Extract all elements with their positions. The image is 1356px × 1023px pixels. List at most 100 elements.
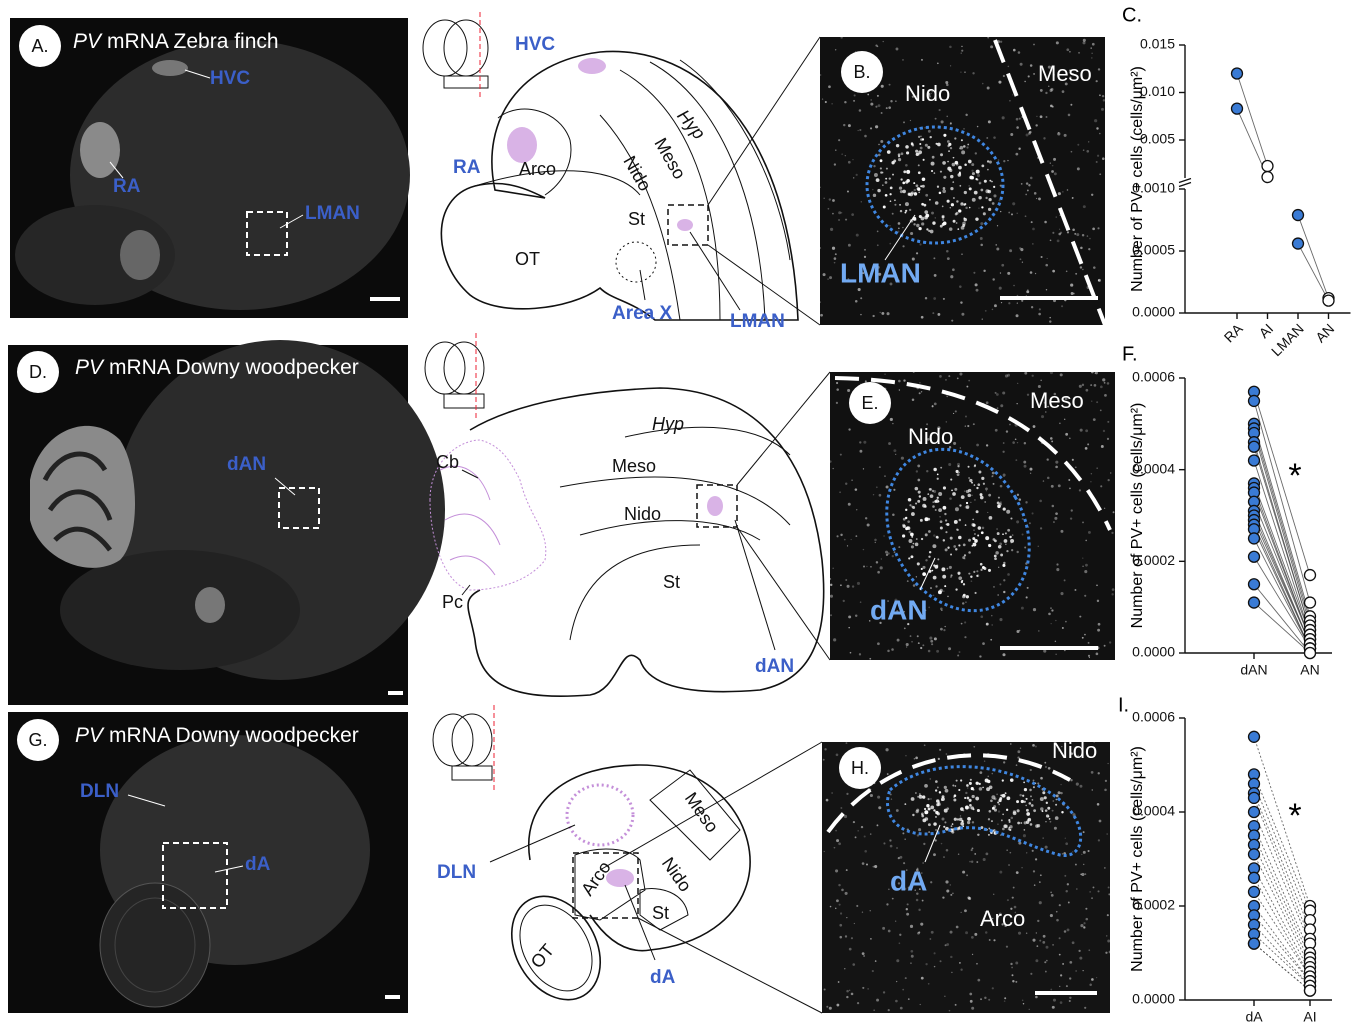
speckle — [1097, 803, 1100, 806]
speckle — [890, 100, 892, 102]
speckle — [909, 504, 911, 506]
gene: PV — [75, 724, 105, 747]
speckle — [911, 797, 915, 801]
speckle — [877, 231, 879, 233]
speckle — [838, 884, 840, 886]
speckle — [870, 99, 871, 100]
speckle — [905, 755, 906, 756]
speckle — [967, 494, 971, 498]
nucleus-hvc — [152, 60, 188, 76]
speckle — [870, 794, 873, 797]
speckle — [905, 164, 908, 167]
speckle — [950, 187, 953, 190]
speckle — [1069, 1000, 1071, 1002]
speckle — [1008, 302, 1010, 304]
speckle — [942, 219, 944, 221]
speckle — [1065, 842, 1068, 845]
x-tick-label: AI — [1256, 320, 1277, 341]
speckle — [935, 816, 937, 818]
speckle — [946, 396, 947, 397]
panel-b: B. Nido Meso LMAN — [819, 36, 1105, 325]
speckle — [917, 500, 920, 503]
speckle — [946, 890, 949, 893]
region-label: LMAN — [730, 311, 785, 332]
speckle — [942, 223, 945, 226]
pair-line — [1254, 868, 1310, 971]
speckle — [878, 144, 879, 145]
speckle — [1108, 893, 1110, 895]
speckle — [993, 586, 995, 588]
speckle — [1111, 593, 1113, 595]
speckle — [894, 551, 896, 553]
region-label: RA — [453, 157, 481, 178]
speckle — [977, 483, 980, 486]
region-label: St — [628, 209, 645, 229]
speckle — [996, 528, 997, 529]
speckle — [1059, 954, 1061, 956]
speckle — [1104, 508, 1105, 509]
pair-line — [1254, 854, 1310, 967]
speckle — [1009, 827, 1011, 829]
speckle — [906, 526, 909, 529]
speckle — [960, 779, 962, 781]
speckle — [927, 146, 930, 149]
speckle — [1082, 384, 1084, 386]
speckle — [1015, 962, 1018, 965]
speckle — [1100, 485, 1102, 487]
speckle — [884, 374, 885, 375]
speckle — [920, 185, 922, 187]
speckle — [942, 896, 944, 898]
speckle — [1099, 133, 1101, 135]
speckle — [939, 192, 942, 195]
region-label: Meso — [681, 789, 723, 837]
speckle — [1009, 829, 1011, 831]
speckle — [951, 831, 954, 834]
speckle — [888, 106, 891, 109]
y-tick-label: 0.0006 — [1132, 369, 1175, 385]
speckle — [902, 832, 904, 834]
speckle — [946, 943, 949, 946]
speckle — [994, 557, 997, 560]
y-axis-label: Number of PV+ cells (cells/μm²) — [1129, 746, 1146, 972]
speckle — [832, 247, 835, 250]
speckle — [1035, 996, 1038, 999]
speckle — [950, 884, 951, 885]
speckle — [1096, 127, 1098, 129]
speckle — [863, 565, 865, 567]
speckle — [1094, 384, 1097, 387]
speckle — [957, 529, 959, 531]
speckle — [1050, 105, 1052, 107]
speckle — [907, 520, 910, 523]
speckle — [950, 479, 952, 481]
speckle — [1084, 634, 1086, 636]
speckle — [1089, 891, 1091, 893]
speckle — [964, 909, 967, 912]
area-x — [616, 242, 656, 282]
gene: PV — [75, 356, 105, 379]
speckle — [1085, 389, 1088, 392]
speckle — [1039, 500, 1042, 503]
speckle — [910, 120, 911, 121]
charts: C.Number of PV+ cells (cells/μm²)0.00000… — [1118, 4, 1351, 1023]
speckle — [997, 225, 998, 226]
speckle — [1006, 850, 1007, 851]
speckle — [1083, 851, 1086, 854]
speckle — [1024, 547, 1026, 549]
speckle — [1036, 932, 1037, 933]
panel-title: PVmRNA Downy woodpecker — [75, 356, 359, 379]
speckle — [1033, 73, 1035, 75]
speckle — [923, 843, 925, 845]
speckle — [1024, 465, 1027, 468]
speckle — [972, 519, 974, 521]
significance: * — [1288, 457, 1301, 495]
speckle — [954, 137, 956, 139]
speckle — [1055, 804, 1057, 806]
speckle — [928, 130, 931, 133]
speckle — [1044, 961, 1046, 963]
speckle — [932, 221, 935, 224]
panel-h: H. Nido dA Arco — [822, 738, 1111, 1013]
speckle — [898, 222, 901, 225]
speckle — [1013, 811, 1017, 815]
speckle — [1095, 371, 1098, 374]
speckle — [1052, 944, 1053, 945]
